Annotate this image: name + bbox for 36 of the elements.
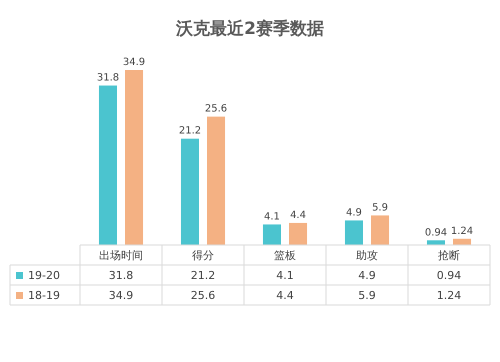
- bar: [371, 215, 390, 245]
- bar: [289, 222, 308, 245]
- text: 31.8: [96, 72, 120, 84]
- data-label: 25.6: [190, 289, 216, 302]
- text: 1.24: [450, 226, 474, 237]
- text: 4.4: [290, 210, 306, 221]
- text: 4.1: [264, 211, 280, 222]
- bar: [344, 220, 363, 245]
- data-label: 4.4: [276, 289, 294, 302]
- data-label: 21.2: [190, 269, 216, 282]
- bar: [207, 116, 226, 245]
- bar: [98, 86, 117, 245]
- bar: [180, 138, 199, 245]
- text: 5.9: [372, 202, 388, 214]
- x-tick-label: 得分: [192, 249, 214, 262]
- legend-label: 19-20: [28, 269, 60, 282]
- data-label: 4.9: [358, 269, 376, 282]
- data-label: 31.8: [108, 269, 134, 282]
- data-label: 1.24: [436, 289, 462, 302]
- bar: [125, 70, 144, 245]
- chart-title: 沃克最近2赛季数据: [175, 19, 324, 39]
- text: 0.94: [424, 227, 448, 238]
- data-label: 34.9: [108, 289, 134, 302]
- text: 21.2: [178, 126, 202, 137]
- legend-label: 18-19: [28, 289, 60, 302]
- bar: [262, 224, 281, 245]
- text: 4.9: [346, 207, 362, 218]
- text: 34.9: [122, 57, 146, 68]
- data-label: 4.1: [276, 269, 294, 282]
- x-tick-label: 抢断: [438, 249, 460, 262]
- data-label: 0.94: [436, 269, 462, 282]
- data-label: 5.9: [358, 289, 376, 302]
- x-tick-label: 出场时间: [99, 249, 143, 262]
- text: 25.6: [204, 104, 228, 115]
- x-tick-label: 篮板: [274, 249, 296, 262]
- x-tick-label: 助攻: [356, 249, 378, 262]
